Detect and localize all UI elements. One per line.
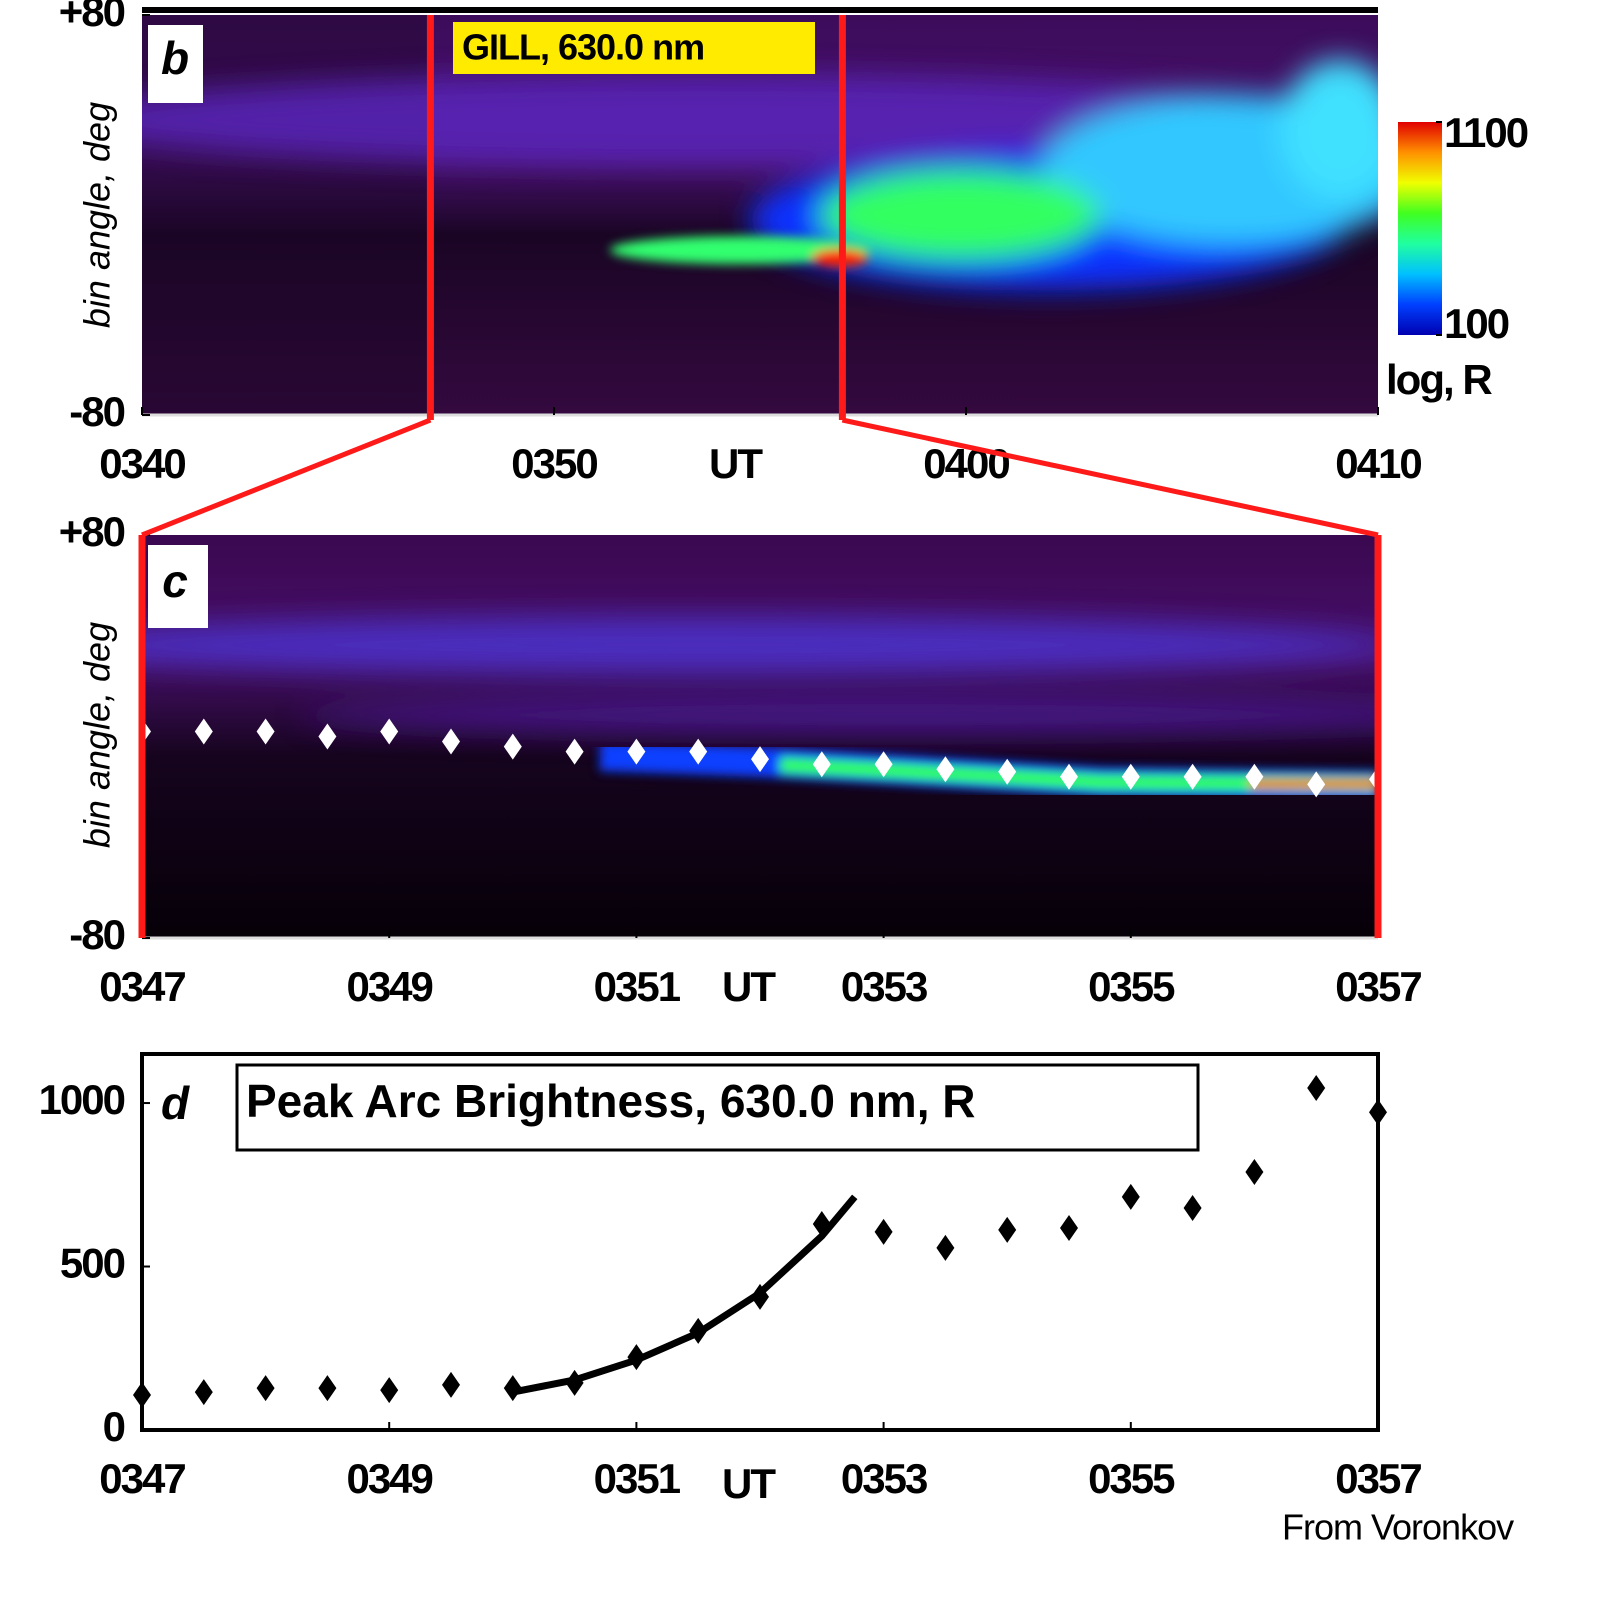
data-point xyxy=(256,1375,275,1402)
panel-label: c xyxy=(162,555,188,607)
data-point xyxy=(1245,1159,1264,1186)
panel-label-box xyxy=(148,25,203,103)
zoom-connector xyxy=(141,417,432,538)
x-tick-label: 0347 xyxy=(99,963,185,1010)
y-tick-label: 0 xyxy=(103,1403,125,1450)
colorbar-tick-label: 100 xyxy=(1444,300,1509,347)
data-point xyxy=(874,1218,893,1245)
data-point xyxy=(380,718,399,745)
heatmap-shading xyxy=(610,236,870,267)
x-axis-label: UT xyxy=(709,440,763,487)
data-point xyxy=(751,1283,769,1310)
y-axis-label: bin angle, deg xyxy=(77,622,118,848)
colorbar xyxy=(1398,122,1442,335)
x-tick-label: 0351 xyxy=(594,1455,681,1502)
panel-label-box xyxy=(148,545,208,628)
data-point xyxy=(318,1375,337,1402)
y-tick-label: -80 xyxy=(69,911,124,958)
data-point xyxy=(565,1369,584,1396)
data-point xyxy=(812,751,831,778)
data-point xyxy=(1183,763,1202,790)
plot-frame xyxy=(140,1052,1380,1432)
x-tick-label: 0349 xyxy=(346,1455,432,1502)
keogram-c xyxy=(142,535,1378,938)
x-tick-label: 0355 xyxy=(1088,1455,1175,1502)
y-tick-label: +80 xyxy=(59,508,125,555)
credit: From Voronkov xyxy=(1282,1507,1514,1548)
data-point xyxy=(194,1379,213,1406)
data-point xyxy=(380,1377,399,1404)
data-point xyxy=(627,1344,646,1371)
panel-label: b xyxy=(161,32,189,84)
heatmap-shading xyxy=(142,617,1378,735)
panel-label: d xyxy=(161,1077,190,1129)
x-tick-label: 0347 xyxy=(99,1455,185,1502)
heatmap-shading xyxy=(142,60,1378,290)
x-tick-label: 0350 xyxy=(511,440,597,487)
data-point xyxy=(1369,1099,1387,1126)
x-tick-label: 0410 xyxy=(1335,440,1421,487)
keogram-b xyxy=(142,15,1378,415)
x-tick-label: 0353 xyxy=(841,963,927,1010)
data-point xyxy=(751,746,769,773)
data-point xyxy=(812,1211,831,1238)
colorbar-tick-label: 1100 xyxy=(1444,109,1528,156)
zoom-connector xyxy=(841,417,1379,538)
annotation-box xyxy=(235,1063,1200,1152)
y-tick-label: 500 xyxy=(60,1240,125,1287)
data-point xyxy=(689,738,708,765)
x-tick-label: 0340 xyxy=(99,440,185,487)
data-point xyxy=(442,1371,460,1398)
data-point xyxy=(442,728,460,755)
data-point xyxy=(503,733,522,760)
x-tick-label: 0349 xyxy=(346,963,432,1010)
data-point xyxy=(1183,1194,1202,1221)
data-point xyxy=(936,756,955,783)
x-tick-label: 0357 xyxy=(1335,1455,1421,1502)
y-tick-label: -80 xyxy=(69,388,124,435)
data-point xyxy=(627,738,646,765)
data-point xyxy=(1245,763,1264,790)
x-tick-label: 0351 xyxy=(594,963,681,1010)
data-point xyxy=(1307,1075,1326,1102)
data-point xyxy=(318,723,337,750)
data-point xyxy=(1060,1214,1078,1241)
annotation: GILL, 630.0 nm xyxy=(462,27,704,68)
data-point xyxy=(133,1382,151,1409)
data-point xyxy=(998,758,1017,785)
x-tick-label: 0357 xyxy=(1335,963,1421,1010)
x-axis-label: UT xyxy=(722,1460,776,1507)
data-point xyxy=(1121,763,1140,790)
heatmap-shading xyxy=(142,535,1378,938)
data-point xyxy=(503,1375,522,1402)
data-point xyxy=(936,1234,955,1261)
data-point xyxy=(194,718,213,745)
data-point xyxy=(874,751,893,778)
x-tick-label: 0355 xyxy=(1088,963,1175,1010)
fit-line xyxy=(512,1194,858,1396)
colorbar-label: log, R xyxy=(1386,356,1492,403)
data-point xyxy=(256,718,275,745)
y-axis-label: bin angle, deg xyxy=(77,102,118,328)
data-point xyxy=(1060,763,1078,790)
data-point xyxy=(1307,771,1326,798)
data-point xyxy=(1121,1183,1140,1210)
y-tick-label: 1000 xyxy=(39,1076,125,1123)
annotation-box xyxy=(453,22,815,74)
data-point xyxy=(689,1317,708,1344)
data-point xyxy=(998,1216,1017,1243)
x-axis-label: UT xyxy=(722,963,776,1010)
y-tick-label: +80 xyxy=(59,0,125,35)
data-point xyxy=(565,738,584,765)
x-tick-label: 0353 xyxy=(841,1455,927,1502)
annotation: Peak Arc Brightness, 630.0 nm, R xyxy=(246,1075,976,1127)
